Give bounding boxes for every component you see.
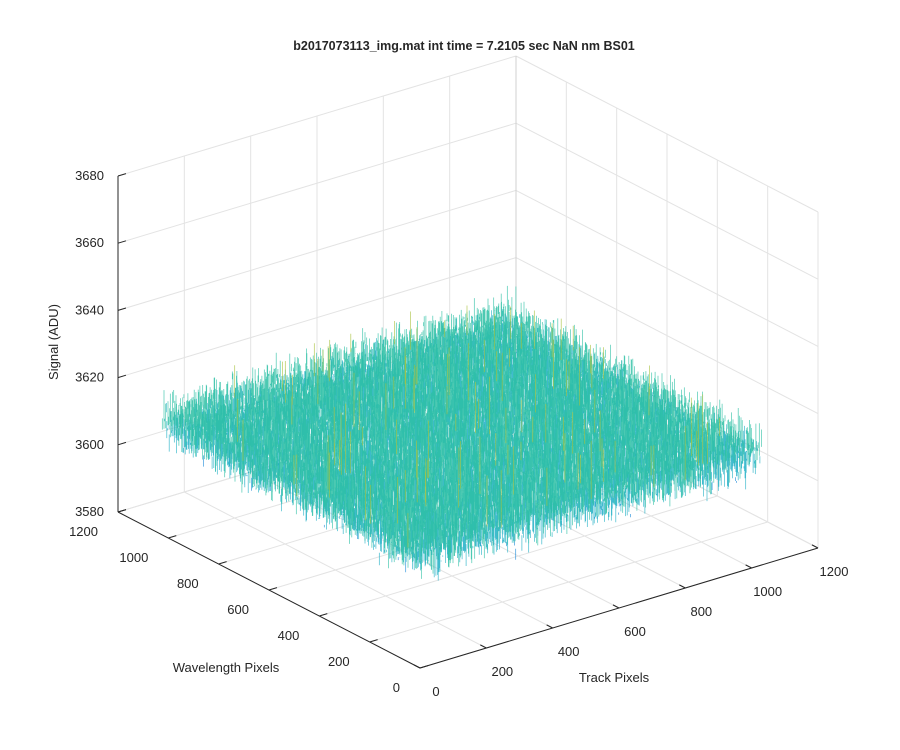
grid-line (319, 495, 718, 617)
y-axis-label: Wavelength Pixels (173, 660, 280, 675)
z-tick-label: 3600 (75, 437, 104, 452)
x-tick-label: 1200 (820, 564, 849, 579)
x-tick (745, 564, 752, 569)
grid-line (117, 122, 517, 244)
x-tick (413, 664, 421, 669)
x-tick-label: 0 (432, 684, 439, 699)
x-tick-label: 600 (624, 624, 646, 639)
y-tick (218, 561, 227, 565)
z-axis-label: Signal (ADU) (46, 304, 61, 380)
y-tick-label: 600 (227, 602, 249, 617)
grid-line (369, 521, 768, 643)
z-tick (117, 441, 127, 446)
y-tick-label: 1000 (119, 550, 148, 565)
grid-line (117, 257, 517, 379)
x-tick (679, 584, 686, 589)
grid-line (117, 55, 517, 177)
z-tick (117, 173, 127, 177)
y-tick-label: 200 (328, 654, 350, 669)
grid-line (515, 55, 819, 213)
x-tick (811, 544, 819, 549)
x-tick (612, 604, 620, 609)
x-tick-label: 200 (491, 664, 513, 679)
x-axis-label: Track Pixels (579, 670, 650, 685)
y-tick (319, 613, 328, 617)
z-tick (117, 374, 127, 379)
z-tick-label: 3580 (75, 504, 104, 519)
x-tick (480, 644, 487, 649)
grid-line (515, 257, 819, 415)
grid-line (117, 189, 517, 311)
z-tick (117, 509, 127, 513)
y-tick-label: 800 (177, 576, 199, 591)
y-tick (419, 665, 429, 669)
axis-ticks: 0 200 400 600 800 1000 1200 0 200 400 600 800 1000 12… (69, 168, 848, 699)
chart-title: b2017073113_img.mat int time = 7.2105 se… (293, 39, 635, 53)
x-tick-label: 1000 (753, 584, 782, 599)
y-tick-label: 1200 (69, 524, 98, 539)
z-tick-label: 3660 (75, 235, 104, 250)
z-tick (117, 240, 127, 244)
z-tick-label: 3680 (75, 168, 104, 183)
x-tick-label: 400 (558, 644, 580, 659)
z-tick-label: 3640 (75, 302, 104, 317)
grid-line (515, 122, 819, 280)
surface-plot (161, 285, 762, 581)
x-tick (546, 624, 553, 629)
y-tick (369, 639, 378, 643)
surface-strokes (234, 305, 720, 548)
grid-line (515, 189, 819, 347)
y-tick (168, 535, 177, 539)
y-tick-label: 0 (393, 680, 400, 695)
y-tick (268, 587, 278, 591)
y-tick-label: 400 (278, 628, 300, 643)
z-tick-label: 3620 (75, 370, 104, 385)
x-tick-label: 800 (690, 604, 712, 619)
z-tick (117, 307, 127, 311)
